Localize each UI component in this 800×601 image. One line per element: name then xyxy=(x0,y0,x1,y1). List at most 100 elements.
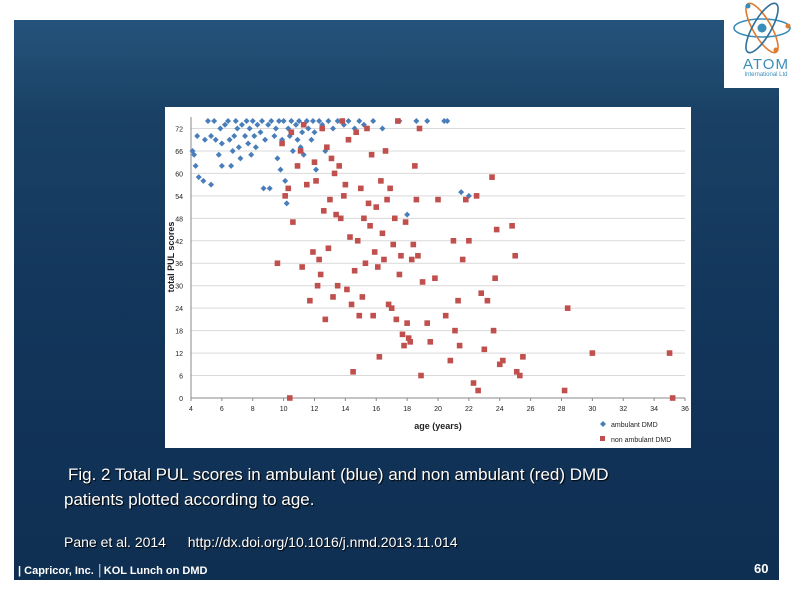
ambulant-point xyxy=(208,181,215,188)
ambulant-point xyxy=(299,129,306,136)
y-axis-label: total PUL scores xyxy=(166,222,176,293)
non-ambulant-point xyxy=(435,196,441,203)
non-ambulant-point xyxy=(374,264,381,270)
non-ambulant-point xyxy=(492,275,498,282)
non-ambulant-point xyxy=(517,372,523,379)
non-ambulant-point xyxy=(385,301,392,308)
non-ambulant-point xyxy=(500,357,506,364)
non-ambulant-point xyxy=(316,256,322,263)
non-ambulant-point xyxy=(391,215,398,222)
ambulant-point xyxy=(280,118,287,124)
ambulant-point xyxy=(246,125,253,132)
non-ambulant-point xyxy=(490,327,497,334)
ambulant-point xyxy=(218,140,225,147)
non-ambulant-point xyxy=(336,163,342,169)
non-ambulant-point xyxy=(416,125,423,132)
non-ambulant-point xyxy=(282,193,288,199)
non-ambulant-point xyxy=(339,118,346,124)
chart-axes xyxy=(190,117,685,399)
x-tick-label: 12 xyxy=(311,406,319,413)
legend-marker-ambulant xyxy=(600,421,606,427)
non-ambulant-point xyxy=(303,181,310,188)
non-ambulant-point xyxy=(317,271,324,278)
non-ambulant-point xyxy=(324,144,330,151)
ambulant-point xyxy=(225,118,232,124)
citation-doi-link[interactable]: http://dx.doi.org/10.1016/j.nmd.2013.11.… xyxy=(187,534,458,550)
ambulant-point xyxy=(200,177,207,184)
y-tick-label: 36 xyxy=(175,261,183,268)
non-ambulant-point xyxy=(415,252,421,259)
non-ambulant-point xyxy=(362,260,369,267)
ambulant-point xyxy=(282,177,289,184)
non-ambulant-point xyxy=(290,219,296,225)
ambulant-point xyxy=(204,118,211,124)
x-tick-label: 8 xyxy=(251,406,255,413)
x-axis-label: age (years) xyxy=(414,421,462,431)
chart-points xyxy=(189,118,676,401)
citation-authors: Pane et al. 2014 xyxy=(64,534,166,550)
non-ambulant-point xyxy=(478,290,485,296)
non-ambulant-point xyxy=(313,178,319,184)
non-ambulant-point xyxy=(337,215,344,222)
non-ambulant-point xyxy=(370,312,376,319)
non-ambulant-point xyxy=(427,339,434,345)
non-ambulant-point xyxy=(481,346,488,353)
non-ambulant-point xyxy=(442,312,449,319)
ambulant-point xyxy=(268,118,275,124)
non-ambulant-point xyxy=(475,387,481,394)
ambulant-point xyxy=(345,118,352,124)
ambulant-point xyxy=(211,118,218,124)
non-ambulant-point xyxy=(496,361,503,368)
ambulant-point xyxy=(218,162,225,169)
x-tick-label: 4 xyxy=(189,406,193,413)
non-ambulant-point xyxy=(390,241,397,248)
non-ambulant-point xyxy=(367,223,373,229)
non-ambulant-point xyxy=(402,219,409,225)
logo-wordmark: ATOM xyxy=(743,56,789,73)
ambulant-point xyxy=(231,132,238,139)
ambulant-point xyxy=(221,121,228,128)
y-tick-label: 60 xyxy=(175,171,183,178)
non-ambulant-point xyxy=(404,320,410,326)
x-tick-label: 14 xyxy=(341,406,349,413)
non-ambulant-point xyxy=(418,372,424,379)
non-ambulant-point xyxy=(328,155,335,162)
non-ambulant-point xyxy=(341,193,347,199)
ambulant-point xyxy=(212,136,219,143)
non-ambulant-point xyxy=(520,354,526,360)
x-tick-label: 32 xyxy=(619,406,627,413)
y-tick-label: 72 xyxy=(175,126,183,133)
non-ambulant-point xyxy=(320,208,327,214)
ambulant-point xyxy=(242,132,249,139)
legend-label-non-ambulant: non ambulant DMD xyxy=(611,437,671,444)
non-ambulant-point xyxy=(319,125,326,132)
legend-label-ambulant: ambulant DMD xyxy=(611,422,658,429)
non-ambulant-point xyxy=(333,211,339,218)
ambulant-point xyxy=(234,125,241,132)
non-ambulant-point xyxy=(342,181,349,188)
ambulant-point xyxy=(292,121,299,128)
ambulant-point xyxy=(262,136,269,143)
non-ambulant-point xyxy=(561,387,568,394)
y-tick-label: 18 xyxy=(175,329,183,336)
non-ambulant-point xyxy=(484,297,491,304)
x-tick-label: 34 xyxy=(650,406,658,413)
non-ambulant-point xyxy=(361,215,367,222)
non-ambulant-point xyxy=(466,237,472,244)
ambulant-point xyxy=(257,129,264,136)
ambulant-point xyxy=(274,155,281,162)
ambulant-point xyxy=(316,118,323,124)
non-ambulant-point xyxy=(297,148,304,154)
ambulant-point xyxy=(248,151,255,158)
non-ambulant-point xyxy=(399,331,406,338)
ambulant-point xyxy=(191,151,198,158)
non-ambulant-point xyxy=(371,249,378,255)
non-ambulant-point xyxy=(274,260,281,267)
non-ambulant-point xyxy=(279,140,285,147)
non-ambulant-point xyxy=(407,339,414,345)
ambulant-point xyxy=(226,136,233,143)
non-ambulant-point xyxy=(398,252,404,259)
ambulant-point xyxy=(201,136,208,143)
ambulant-point xyxy=(254,121,261,128)
ambulant-point xyxy=(289,147,296,154)
